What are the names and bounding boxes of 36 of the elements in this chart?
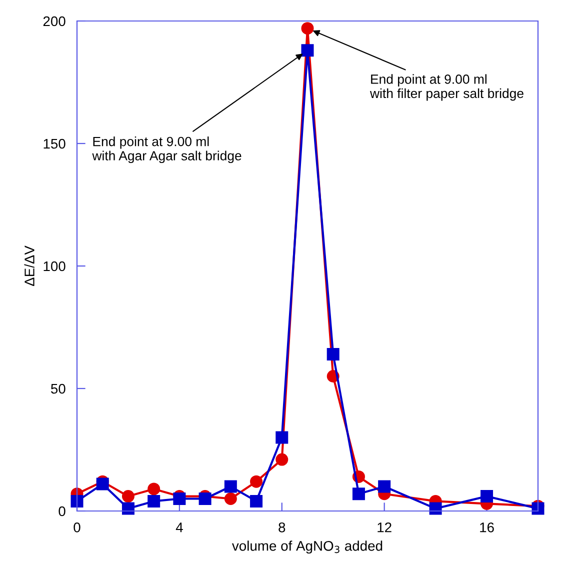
point [122,490,134,503]
point [224,480,237,493]
point [352,488,365,500]
point [276,431,288,444]
point [326,348,340,360]
point [480,490,494,503]
point [148,482,160,496]
point [173,492,186,505]
annotation: End point at 9.00 ml with filter paper salt bridge [370,74,524,101]
y-tick-label: 50 [50,384,66,394]
point [301,22,314,35]
annotation: End point at 9.00 ml with Agar Agar salt bridge [92,136,242,164]
point [122,502,134,515]
x-tick-label: 4 [176,522,183,532]
y-axis-title: ΔE/ΔV [24,246,34,286]
point [224,492,237,505]
point [378,480,391,493]
y-tick-label: 0 [58,506,66,516]
x-tick-label: 8 [278,522,286,532]
x-tick-label: 12 [378,522,392,532]
y-tick-label: 200 [43,16,66,26]
point [198,492,212,505]
x-tick-label: 16 [480,522,494,532]
point [70,494,84,508]
y-tick-label: 100 [44,261,66,272]
point [148,494,160,508]
point [532,502,544,515]
point [96,478,109,490]
point [250,494,263,508]
point [250,475,263,488]
y-tick-label: 150 [44,138,66,149]
point [276,453,288,466]
point [301,44,314,57]
point [429,502,442,515]
x-axis-title: volume of AgNO$_{3}$ added [232,540,382,554]
x-tick-label: 0 [74,522,80,532]
